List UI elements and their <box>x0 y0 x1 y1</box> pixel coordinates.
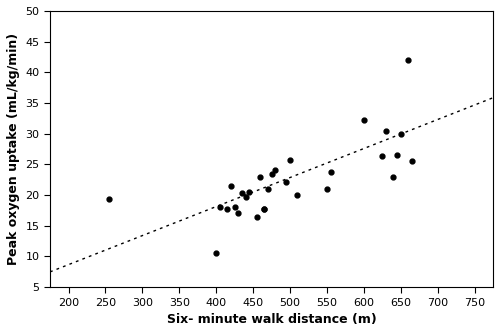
Point <box>360 118 368 123</box>
Point <box>408 159 416 164</box>
Point <box>286 158 294 163</box>
Point <box>268 171 276 176</box>
Point <box>264 186 272 191</box>
Point <box>212 251 220 256</box>
Point <box>223 206 231 211</box>
Point <box>282 179 290 184</box>
Point <box>404 57 412 63</box>
Point <box>294 192 302 198</box>
Point <box>238 190 246 196</box>
Point <box>105 197 113 202</box>
Point <box>256 174 264 179</box>
Point <box>260 206 268 211</box>
Y-axis label: Peak oxygen uptake (mL/kg/min): Peak oxygen uptake (mL/kg/min) <box>7 33 20 265</box>
Point <box>246 189 254 194</box>
Point <box>242 194 250 199</box>
Point <box>390 174 398 179</box>
Point <box>326 170 334 175</box>
Point <box>393 153 401 158</box>
Point <box>323 186 331 191</box>
Point <box>253 214 261 219</box>
Point <box>216 205 224 210</box>
Point <box>234 211 242 216</box>
Point <box>382 128 390 133</box>
Point <box>227 183 235 188</box>
Point <box>378 154 386 159</box>
Point <box>271 168 279 173</box>
Point <box>260 206 268 211</box>
X-axis label: Six- minute walk distance (m): Six- minute walk distance (m) <box>166 313 376 326</box>
Point <box>230 205 238 210</box>
Point <box>397 131 405 136</box>
